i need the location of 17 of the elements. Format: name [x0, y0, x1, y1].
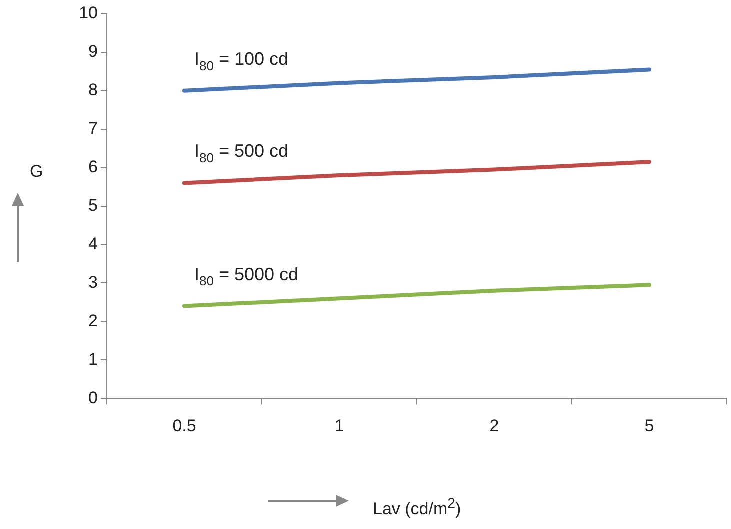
x-tick-label: 5 [644, 416, 654, 436]
y-tick-label: 8 [88, 80, 98, 100]
x-tick-label: 1 [334, 416, 344, 436]
y-tick-label: 4 [88, 234, 98, 254]
y-tick-label: 3 [88, 272, 98, 292]
y-axis-title: G [30, 162, 44, 182]
y-tick-label: 2 [88, 311, 98, 330]
x-tick-label: 0.5 [172, 416, 196, 436]
y-tick-label: 6 [88, 158, 98, 177]
y-tick-label: 10 [79, 4, 98, 23]
y-tick-label: 9 [88, 42, 98, 62]
y-tick-label: 5 [88, 196, 98, 215]
y-tick-label: 0 [88, 388, 98, 408]
y-tick-label: 1 [88, 350, 98, 369]
x-tick-label: 2 [490, 416, 500, 436]
y-tick-label: 7 [88, 119, 98, 138]
x-axis-title: Lav (cd/m$^{2}$) [373, 496, 462, 520]
